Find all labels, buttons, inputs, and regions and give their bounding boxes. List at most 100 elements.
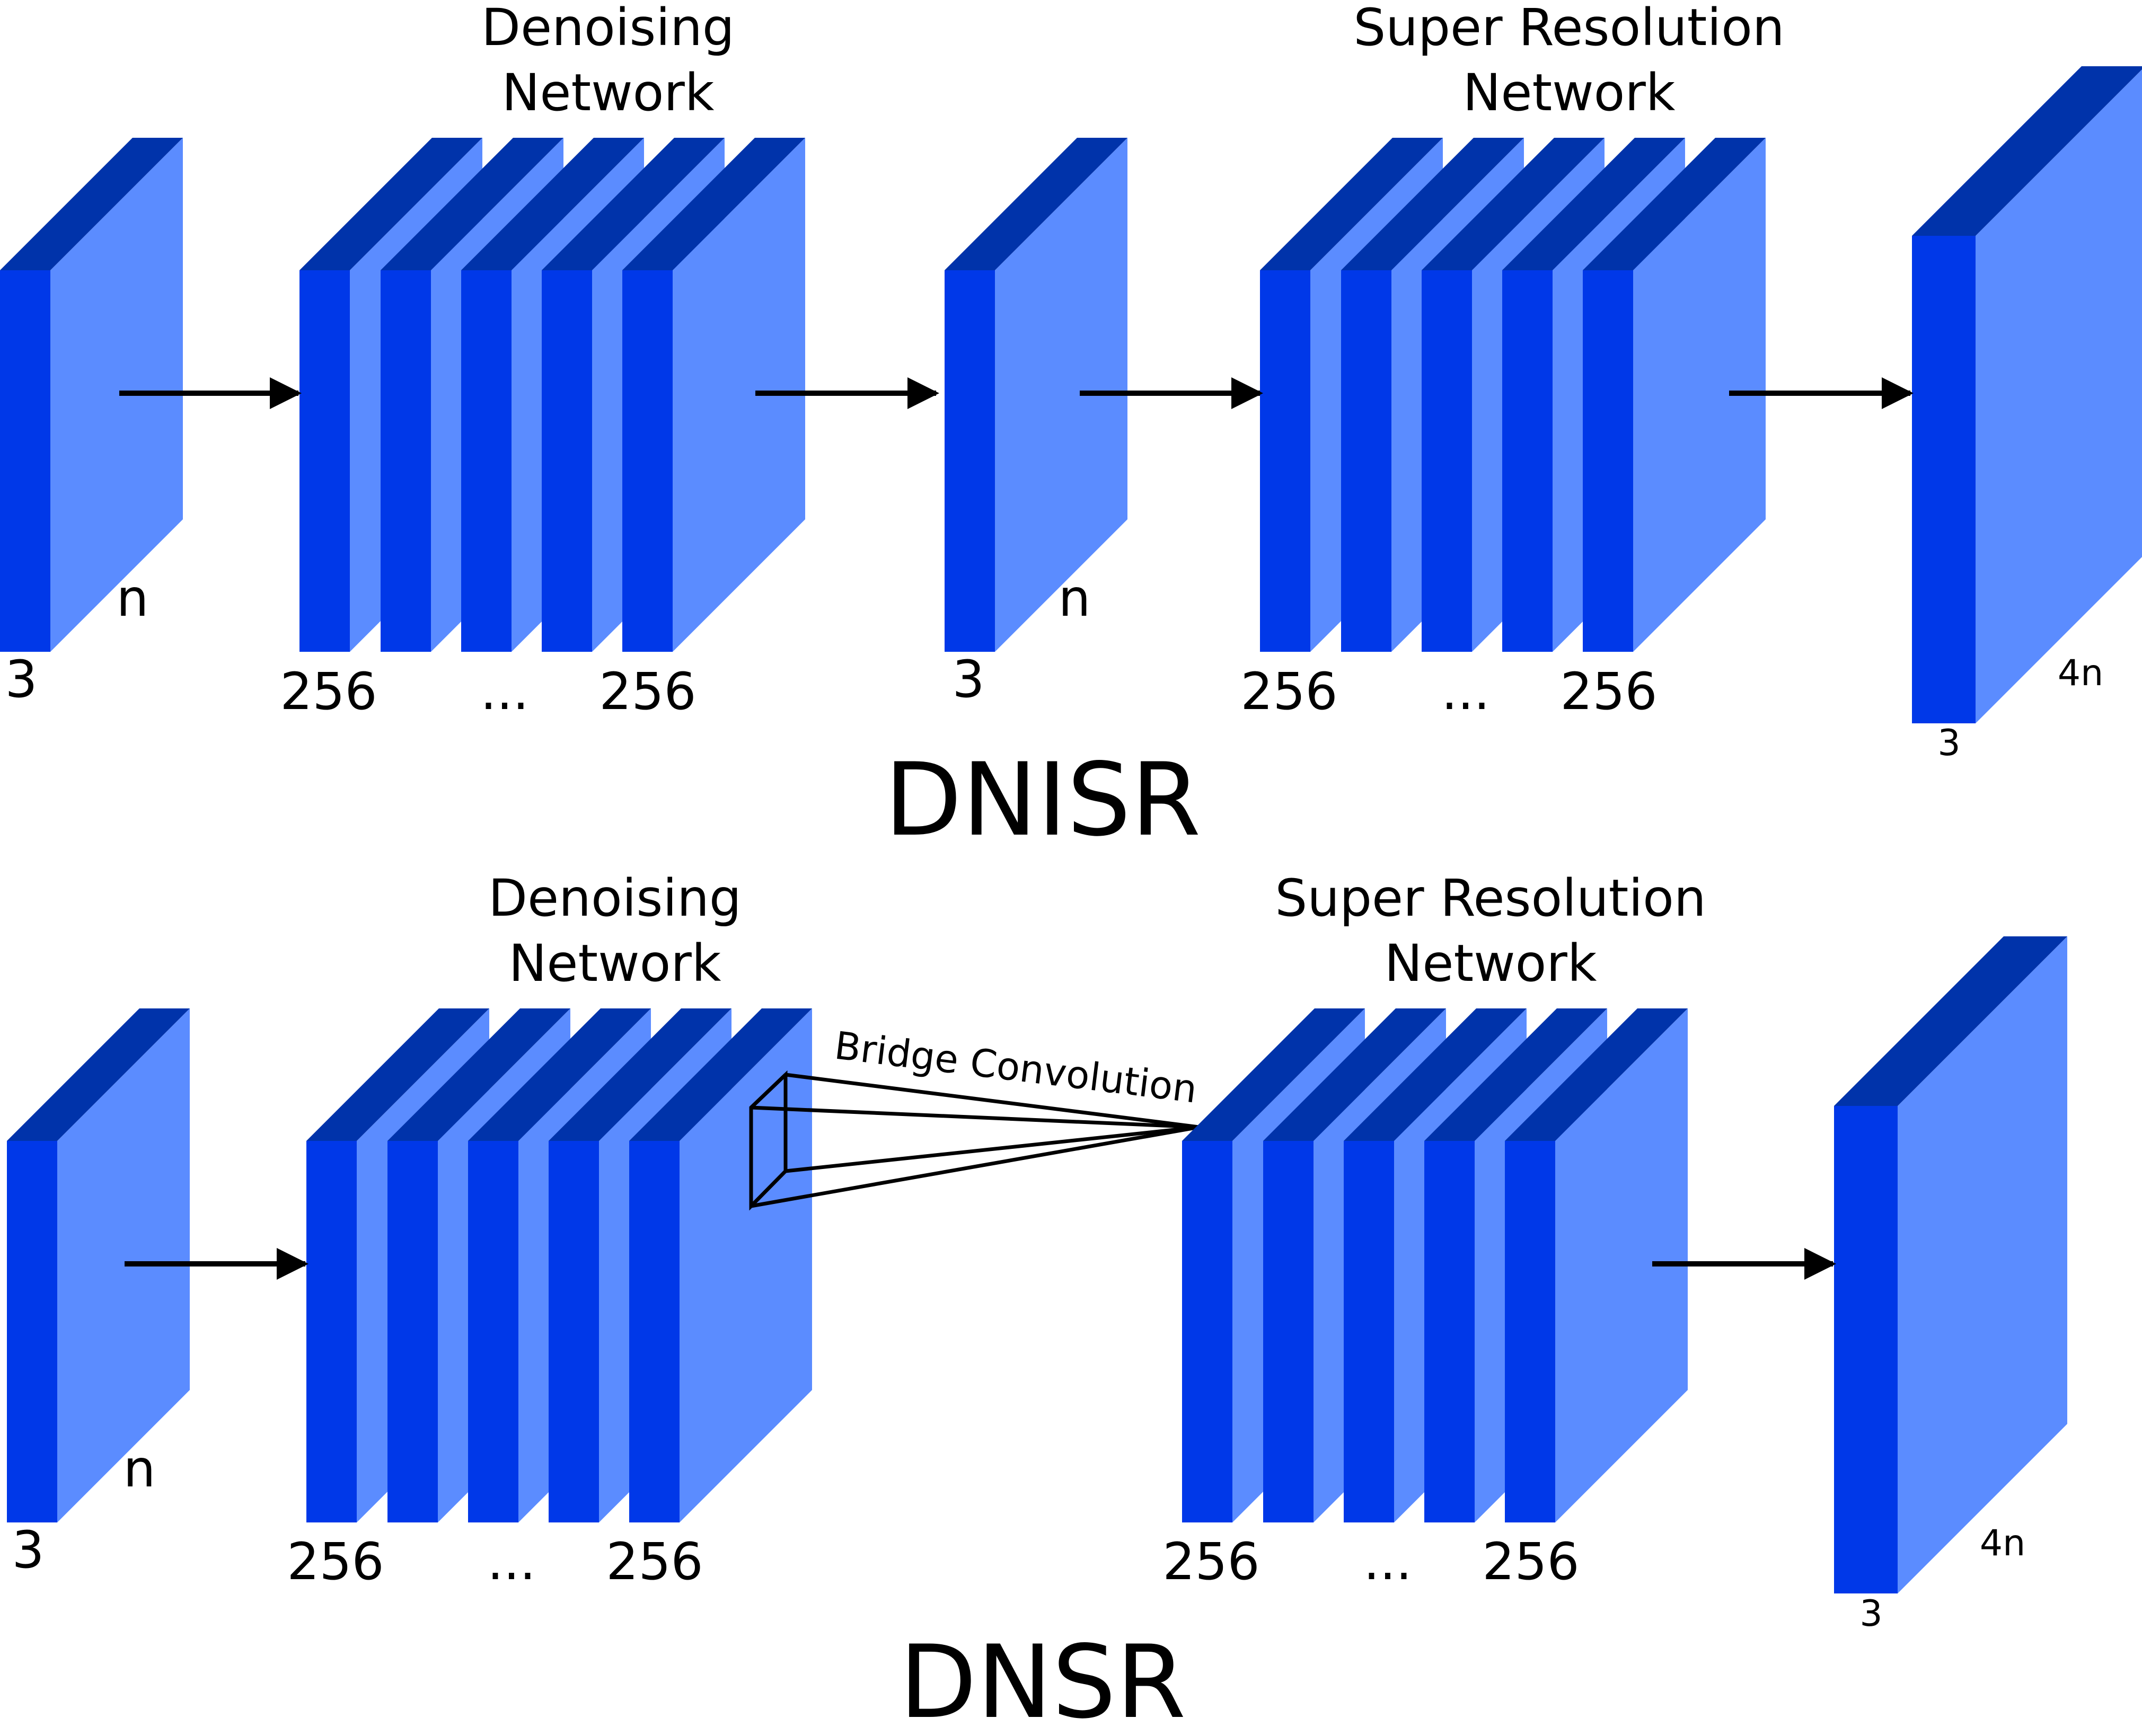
dnisr-sr-layer-3-front-face xyxy=(1422,270,1472,652)
dnisr-input-channels-label: 3 xyxy=(5,650,37,709)
dnisr-title: DNISR xyxy=(884,741,1201,858)
dnisr-panel: Denoising Network Super Resolution Netwo… xyxy=(0,0,2142,858)
dnsr-denoise-layer-2-front-face xyxy=(387,1141,438,1522)
dnisr-denoising-label-line1: Denoising xyxy=(481,0,735,57)
dnsr-sr-layer-5-side-face xyxy=(1555,1008,1688,1522)
dnsr-denoise-layer-1-front-face xyxy=(306,1141,357,1522)
dnsr-denoise-layer-5-top-face xyxy=(629,1008,812,1141)
dnisr-mid-layer-side-face xyxy=(995,138,1127,652)
dnisr-denoise-layer-3-front-face xyxy=(461,270,512,652)
dnsr-output-layer-side-face xyxy=(1898,936,2067,1593)
dnisr-denoising-label-line2: Network xyxy=(502,63,715,122)
dnisr-denoise-last-channels: 256 xyxy=(599,662,696,721)
dnisr-sr-layer-2-top-face xyxy=(1341,138,1524,270)
dnsr-denoise-ellipsis: ... xyxy=(487,1532,536,1591)
dnisr-mid-layer xyxy=(945,138,1127,652)
dnisr-sr-first-channels: 256 xyxy=(1240,662,1337,721)
dnsr-sr-last-channels: 256 xyxy=(1482,1532,1579,1591)
dnisr-output-layer-side-face xyxy=(1976,69,2142,723)
dnsr-output-size-label: 4n xyxy=(1980,1522,2025,1564)
dnisr-denoise-layer-5-side-face xyxy=(673,138,805,652)
dnsr-sr-layer-2-top-face xyxy=(1263,1008,1446,1141)
dnisr-sr-layer-1-top-face xyxy=(1260,138,1443,270)
dnsr-denoise-last-channels: 256 xyxy=(606,1532,703,1591)
dnsr-input-channels-label: 3 xyxy=(12,1520,44,1580)
dnsr-sr-layer-3-top-face xyxy=(1344,1008,1527,1141)
dnisr-output-size-label: 4n xyxy=(2058,652,2103,694)
dnisr-input-size-label: n xyxy=(117,569,149,628)
dnisr-denoise-layer-3-top-face xyxy=(461,138,644,270)
dnisr-sr-layer-1-front-face xyxy=(1260,270,1310,652)
dnsr-denoise-layer-4-top-face xyxy=(549,1008,731,1141)
dnisr-denoise-layer-2-top-face xyxy=(381,138,563,270)
dnisr-denoise-layer-5-top-face xyxy=(622,138,805,270)
dnsr-sr-layer-4-top-face xyxy=(1424,1008,1607,1141)
dnisr-sr-layer-3-top-face xyxy=(1422,138,1605,270)
dnsr-sr-first-channels: 256 xyxy=(1162,1532,1259,1591)
dnisr-sr-label-line1: Super Resolution xyxy=(1353,0,1784,57)
dnisr-sr-layer-5-side-face xyxy=(1633,138,1766,652)
dnsr-denoise-layer-1-top-face xyxy=(306,1008,489,1141)
dnsr-input-layer-front-face xyxy=(7,1141,57,1522)
dnisr-output-layer xyxy=(1912,66,2142,723)
dnsr-sr-layer-1-front-face xyxy=(1182,1141,1232,1522)
dnsr-denoise-first-channels: 256 xyxy=(287,1532,384,1591)
dnisr-input-layer-front-face xyxy=(0,270,50,652)
dnsr-sr-layer-2-front-face xyxy=(1263,1141,1314,1522)
dnisr-denoise-layer-1-top-face xyxy=(299,138,482,270)
dnisr-denoise-layer-5 xyxy=(622,138,805,652)
dnisr-sr-layer-4-top-face xyxy=(1502,138,1685,270)
dnsr-sr-label-line2: Network xyxy=(1385,934,1597,993)
dnsr-panel: Denoising Network Super Resolution Netwo… xyxy=(7,869,2067,1736)
dnisr-sr-layer-5-front-face xyxy=(1583,270,1633,652)
dnsr-denoise-layer-2-top-face xyxy=(387,1008,570,1141)
dnsr-denoise-layer-3-top-face xyxy=(468,1008,651,1141)
dnisr-sr-layer-4-front-face xyxy=(1502,270,1553,652)
dnisr-denoise-first-channels: 256 xyxy=(280,662,377,721)
dnsr-sr-layer-1-top-face xyxy=(1182,1008,1365,1141)
dnsr-input-size-label: n xyxy=(124,1439,156,1499)
dnsr-sr-layer-5-top-face xyxy=(1505,1008,1688,1141)
dnisr-sr-layer-5-top-face xyxy=(1583,138,1766,270)
dnisr-denoise-layer-4-top-face xyxy=(542,138,725,270)
dnisr-denoise-layer-1-front-face xyxy=(299,270,350,652)
dnsr-bridge-convolution xyxy=(749,1070,1200,1211)
dnsr-sr-layer-5-front-face xyxy=(1505,1141,1555,1522)
dnsr-sr-label-line1: Super Resolution xyxy=(1275,869,1706,928)
dnsr-sr-layer-4-front-face xyxy=(1424,1141,1475,1522)
dnisr-output-layer-top-face xyxy=(1912,66,2142,236)
dnsr-sr-layer-5 xyxy=(1505,1008,1688,1522)
bridge-ray-2 xyxy=(751,1105,1200,1129)
dnisr-sr-ellipsis: ... xyxy=(1441,662,1490,721)
dnsr-input-layer-side-face xyxy=(57,1008,190,1522)
dnsr-denoising-label-line1: Denoising xyxy=(488,869,742,928)
dnsr-output-layer-top-face xyxy=(1834,936,2067,1106)
dnsr-denoising-label-line2: Network xyxy=(509,934,721,993)
dnisr-mid-layer-front-face xyxy=(945,270,995,652)
dnisr-denoise-layer-2-front-face xyxy=(381,270,431,652)
dnsr-sr-ellipsis: ... xyxy=(1363,1532,1412,1591)
dnisr-mid-size-label: n xyxy=(1059,569,1091,628)
dnisr-mid-channels-label: 3 xyxy=(952,650,984,709)
dnsr-denoise-layer-3-front-face xyxy=(468,1141,518,1522)
dnsr-output-channels-label: 3 xyxy=(1859,1593,1882,1635)
dnisr-mid-layer-top-face xyxy=(945,138,1127,270)
dnsr-denoise-layer-5-side-face xyxy=(680,1008,812,1522)
dnisr-output-layer-front-face xyxy=(1912,236,1976,723)
dnisr-input-layer xyxy=(0,138,183,652)
dnsr-title: DNSR xyxy=(899,1624,1186,1736)
dnsr-input-layer xyxy=(7,1008,190,1522)
dnsr-bridge-label: Bridge Convolution xyxy=(832,1023,1200,1111)
dnsr-denoise-layer-5 xyxy=(629,1008,812,1522)
dnsr-denoise-layer-4-front-face xyxy=(549,1141,599,1522)
dnsr-output-layer xyxy=(1834,936,2067,1593)
dnisr-denoise-ellipsis: ... xyxy=(480,662,529,721)
dnisr-output-channels-label: 3 xyxy=(1937,722,1960,764)
bridge-ray-4 xyxy=(751,1125,1200,1208)
dnisr-denoise-layer-4-front-face xyxy=(542,270,592,652)
dnsr-denoise-layer-5-front-face xyxy=(629,1141,680,1522)
dnisr-input-layer-side-face xyxy=(50,138,183,652)
dnsr-output-layer-front-face xyxy=(1834,1106,1898,1593)
dnisr-sr-layer-5 xyxy=(1583,138,1766,652)
